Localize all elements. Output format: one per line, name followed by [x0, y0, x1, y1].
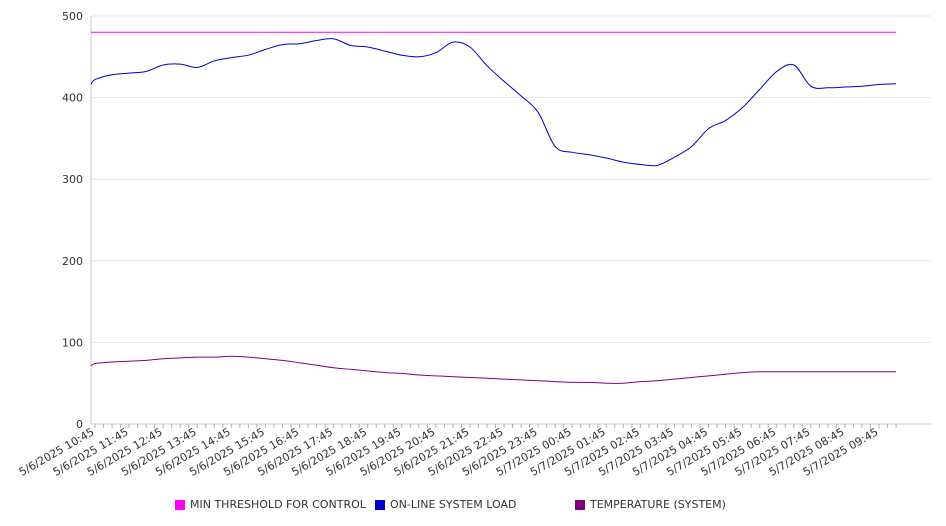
y-tick-label: 300 [62, 173, 83, 186]
legend-swatch-threshold [175, 499, 185, 510]
y-tick-label: 400 [62, 92, 83, 105]
y-tick-label: 200 [62, 255, 83, 268]
legend-item-threshold: MIN THRESHOLD FOR CONTROL [175, 498, 366, 511]
legend-label-system-load: ON-LINE SYSTEM LOAD [390, 498, 517, 511]
legend: MIN THRESHOLD FOR CONTROL ON-LINE SYSTEM… [0, 498, 946, 514]
y-tick-label: 100 [62, 336, 83, 349]
series-line-temperature [90, 355, 896, 384]
legend-label-threshold: MIN THRESHOLD FOR CONTROL [190, 498, 366, 511]
y-tick-labels: 0 100 200 300 400 500 [62, 10, 83, 431]
axes [90, 16, 931, 425]
legend-swatch-system-load [375, 499, 385, 510]
legend-swatch-temperature [575, 499, 585, 510]
x-minor-ticks [94, 424, 897, 428]
legend-item-temperature: TEMPERATURE (SYSTEM) [575, 498, 726, 511]
x-tick-labels: 5/6/2025 10:455/6/2025 11:455/6/2025 12:… [17, 425, 881, 479]
series-lines [90, 31, 897, 384]
y-tick-label: 500 [62, 10, 83, 23]
grid [91, 15, 931, 343]
y-tick-label: 0 [76, 418, 83, 431]
legend-item-system-load: ON-LINE SYSTEM LOAD [375, 498, 516, 511]
legend-label-temperature: TEMPERATURE (SYSTEM) [590, 498, 726, 511]
series-line-system-load [90, 38, 897, 167]
